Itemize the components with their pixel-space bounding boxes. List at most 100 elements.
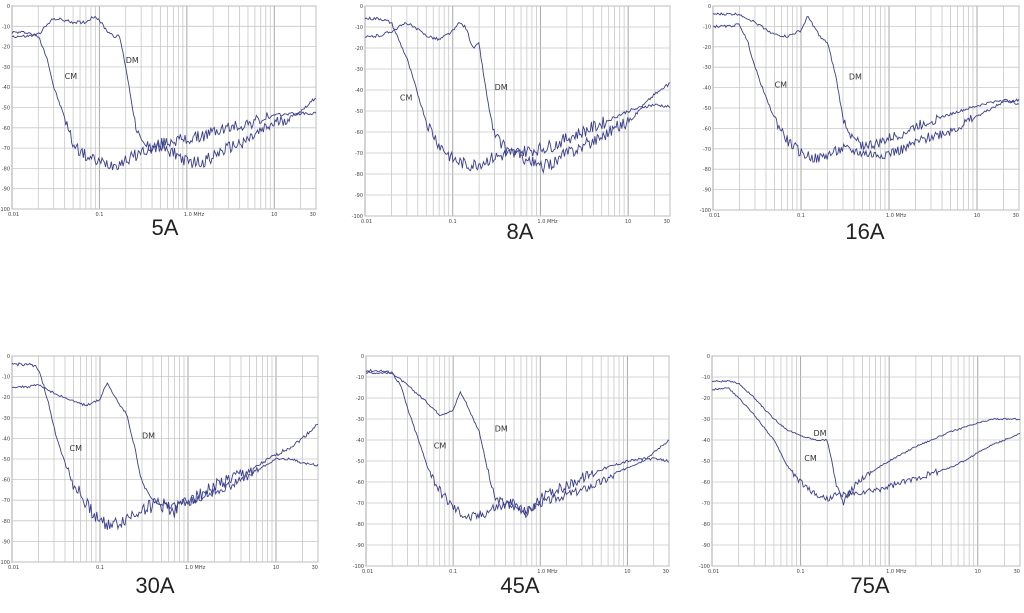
series-annotation: DM bbox=[495, 83, 508, 92]
x-tick-label: 30 bbox=[664, 219, 670, 225]
y-tick-label: -80 bbox=[703, 167, 711, 173]
series-line-dm bbox=[711, 379, 1021, 506]
chart-caption: 30A bbox=[135, 573, 175, 598]
y-tick-label: -100 bbox=[353, 564, 364, 570]
x-tick-label: 0.01 bbox=[708, 569, 719, 575]
x-tick-label: 30 bbox=[312, 565, 318, 571]
y-tick-label: -90 bbox=[702, 543, 710, 549]
y-tick-label: -20 bbox=[702, 396, 710, 402]
y-tick-label: -100 bbox=[352, 214, 363, 220]
y-tick-label: -30 bbox=[2, 416, 10, 422]
x-tick-label: 0.01 bbox=[361, 219, 372, 225]
y-tick-label: -10 bbox=[355, 25, 363, 31]
y-tick-label: -30 bbox=[356, 417, 364, 423]
y-tick-label: -70 bbox=[2, 146, 10, 152]
y-tick-label: -60 bbox=[356, 480, 364, 486]
series-line-cm bbox=[711, 387, 1021, 502]
y-tick-label: -40 bbox=[703, 86, 711, 92]
x-tick-label: 0.01 bbox=[362, 569, 373, 575]
x-tick-label: 30 bbox=[1014, 569, 1020, 575]
x-tick-label: 0.01 bbox=[8, 565, 19, 571]
x-tick-label: 1.0 MHz bbox=[886, 569, 907, 575]
x-tick-label: 30 bbox=[663, 569, 669, 575]
y-tick-label: -40 bbox=[2, 436, 10, 442]
x-tick-label: 1.0 MHz bbox=[537, 219, 558, 225]
y-tick-label: -10 bbox=[2, 375, 10, 381]
y-tick-label: -90 bbox=[356, 543, 364, 549]
series-annotation: CM bbox=[400, 94, 413, 103]
y-tick-label: -50 bbox=[355, 109, 363, 115]
y-tick-label: -60 bbox=[702, 480, 710, 486]
series-annotation: DM bbox=[849, 72, 862, 81]
y-tick-label: 0 bbox=[708, 4, 711, 10]
series-line-cm bbox=[365, 368, 670, 522]
series-line-cm bbox=[11, 30, 317, 171]
y-tick-label: -90 bbox=[703, 188, 711, 194]
y-tick-label: -30 bbox=[702, 417, 710, 423]
y-tick-label: 0 bbox=[707, 354, 710, 360]
y-tick-label: -100 bbox=[700, 208, 711, 214]
y-tick-label: -20 bbox=[355, 46, 363, 52]
series-line-cm bbox=[364, 16, 671, 172]
x-tick-label: 0.1 bbox=[449, 219, 457, 225]
y-tick-label: -10 bbox=[2, 24, 10, 30]
y-tick-label: -10 bbox=[356, 375, 364, 381]
y-tick-label: -70 bbox=[355, 151, 363, 157]
x-tick-label: 1.0 MHz bbox=[185, 565, 206, 571]
y-tick-label: -60 bbox=[2, 478, 10, 484]
y-tick-label: -70 bbox=[703, 147, 711, 153]
y-tick-label: -60 bbox=[703, 126, 711, 132]
y-tick-label: -30 bbox=[355, 67, 363, 73]
x-tick-label: 10 bbox=[625, 219, 631, 225]
y-tick-label: -90 bbox=[355, 193, 363, 199]
y-tick-label: -20 bbox=[703, 45, 711, 51]
x-tick-label: 0.1 bbox=[96, 565, 104, 571]
chart-caption: 75A bbox=[850, 573, 890, 598]
x-tick-label: 0.1 bbox=[449, 569, 457, 575]
y-tick-label: -90 bbox=[2, 187, 10, 193]
series-line-dm bbox=[364, 21, 671, 175]
x-tick-label: 30 bbox=[1013, 213, 1019, 219]
y-tick-label: 0 bbox=[7, 354, 10, 360]
y-tick-label: -10 bbox=[702, 375, 710, 381]
series-annotation: CM bbox=[804, 454, 817, 463]
y-tick-label: -30 bbox=[703, 65, 711, 71]
y-tick-label: -40 bbox=[702, 438, 710, 444]
y-tick-label: -40 bbox=[356, 438, 364, 444]
y-tick-label: -60 bbox=[355, 130, 363, 136]
series-annotation: CM bbox=[65, 72, 78, 81]
series-annotation: DM bbox=[142, 431, 155, 440]
y-tick-label: -60 bbox=[2, 126, 10, 132]
chart-caption: 16A bbox=[845, 219, 885, 244]
chart-caption: 45A bbox=[500, 573, 540, 598]
y-tick-label: 0 bbox=[360, 4, 363, 10]
x-tick-label: 0.01 bbox=[8, 212, 19, 218]
series-line-dm bbox=[712, 12, 1020, 151]
x-tick-label: 0.1 bbox=[797, 213, 805, 219]
x-tick-label: 10 bbox=[624, 569, 630, 575]
series-annotation: CM bbox=[775, 81, 788, 90]
chart-caption: 5A bbox=[151, 215, 179, 240]
y-tick-label: -20 bbox=[356, 396, 364, 402]
y-tick-label: -70 bbox=[356, 501, 364, 507]
y-tick-label: -50 bbox=[2, 106, 10, 112]
series-line-dm bbox=[11, 382, 319, 510]
x-tick-label: 10 bbox=[974, 213, 980, 219]
y-tick-label: -70 bbox=[702, 501, 710, 507]
y-tick-label: -80 bbox=[702, 522, 710, 528]
y-tick-label: -80 bbox=[2, 166, 10, 172]
series-line-dm bbox=[365, 371, 670, 516]
series-annotation: CM bbox=[434, 441, 447, 450]
y-tick-label: -50 bbox=[356, 459, 364, 465]
x-tick-label: 10 bbox=[975, 569, 981, 575]
